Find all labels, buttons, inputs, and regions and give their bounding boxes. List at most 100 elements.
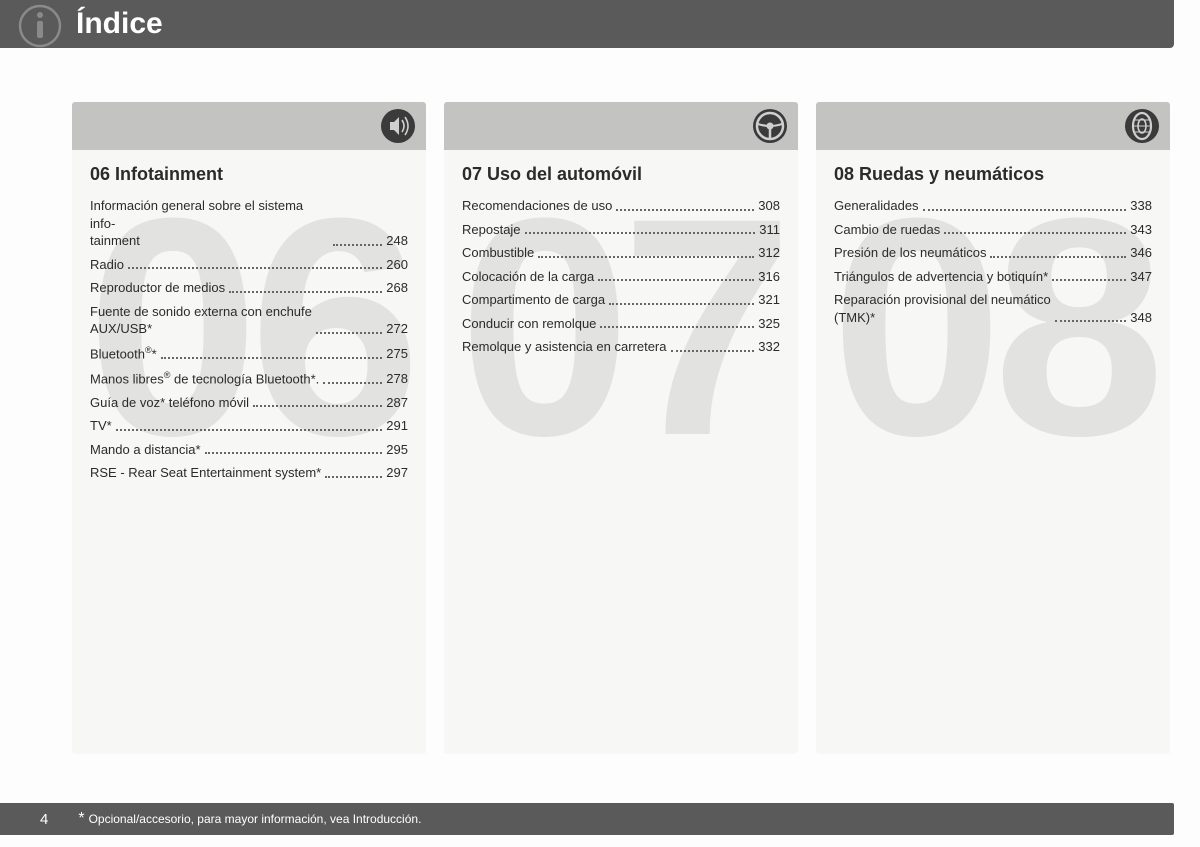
- toc-label: Bluetooth®*: [90, 344, 157, 363]
- toc-dots: [609, 303, 754, 305]
- toc-page: 297: [386, 464, 408, 482]
- toc-row: Generalidades 338: [834, 197, 1152, 215]
- toc-row: Remolque y asistencia en carretera 332: [462, 338, 780, 356]
- toc-list-08: Generalidades 338 Cambio de ruedas 343 Presi…: [834, 197, 1152, 326]
- column-06: 06 06 Infotainment Información general s…: [72, 102, 426, 754]
- toc-dots: [616, 209, 754, 211]
- speaker-icon: [380, 108, 416, 144]
- toc-dots: [205, 452, 383, 454]
- toc-label: Triángulos de advertencia y botiquín*: [834, 268, 1048, 286]
- footer-star: *: [78, 810, 84, 828]
- toc-page: 312: [758, 244, 780, 262]
- toc-page: 260: [386, 256, 408, 274]
- footer-note: Opcional/accesorio, para mayor informaci…: [89, 812, 422, 826]
- toc-label: Conducir con remolque: [462, 315, 596, 333]
- toc-label: RSE - Rear Seat Entertainment system*: [90, 464, 321, 482]
- toc-row: Reparación provisional del neumático(TMK…: [834, 291, 1152, 326]
- toc-page: 343: [1130, 221, 1152, 239]
- toc-dots: [990, 256, 1126, 258]
- toc-dots: [598, 279, 754, 281]
- toc-page: 272: [386, 320, 408, 338]
- toc-row: Guía de voz* teléfono móvil 287: [90, 394, 408, 412]
- toc-label: Compartimento de carga: [462, 291, 605, 309]
- toc-label: Reproductor de medios: [90, 279, 225, 297]
- column-header-06: [72, 102, 426, 150]
- toc-dots: [538, 256, 754, 258]
- toc-row: Reproductor de medios 268: [90, 279, 408, 297]
- column-header-07: [444, 102, 798, 150]
- toc-label: Reparación provisional del neumático(TMK…: [834, 291, 1051, 326]
- toc-label: Manos libres® de tecnología Bluetooth*.: [90, 369, 319, 388]
- column-08: 08 08 Ruedas y neumáticos Generalidades3…: [816, 102, 1170, 754]
- toc-row: Manos libres® de tecnología Bluetooth*.2…: [90, 369, 408, 388]
- toc-label: Mando a distancia*: [90, 441, 201, 459]
- toc-label: Cambio de ruedas: [834, 221, 940, 239]
- toc-label: Recomendaciones de uso: [462, 197, 612, 215]
- toc-row: Información general sobre el sistema inf…: [90, 197, 408, 250]
- toc-label: Presión de los neumáticos: [834, 244, 986, 262]
- toc-label: Combustible: [462, 244, 534, 262]
- chapter-title-08: 08 Ruedas y neumáticos: [834, 164, 1152, 185]
- page-title: Índice: [76, 7, 163, 41]
- toc-page: 348: [1130, 309, 1152, 327]
- toc-row: Fuente de sonido externa con enchufeAUX/…: [90, 303, 408, 338]
- toc-row: Presión de los neumáticos346: [834, 244, 1152, 262]
- toc-page: 325: [758, 315, 780, 333]
- columns-container: 06 06 Infotainment Información general s…: [0, 48, 1200, 754]
- toc-row: Recomendaciones de uso 308: [462, 197, 780, 215]
- footer-page-number: 4: [40, 811, 48, 828]
- toc-page: 316: [758, 268, 780, 286]
- toc-page: 311: [759, 221, 780, 239]
- footer-bar: 4 * Opcional/accesorio, para mayor infor…: [0, 803, 1174, 835]
- toc-row: Mando a distancia*295: [90, 441, 408, 459]
- toc-row: Cambio de ruedas 343: [834, 221, 1152, 239]
- toc-page: 308: [758, 197, 780, 215]
- toc-label: TV*: [90, 417, 112, 435]
- toc-dots: [671, 350, 755, 352]
- toc-page: 248: [386, 232, 408, 250]
- toc-page: 332: [758, 338, 780, 356]
- toc-page: 287: [386, 394, 408, 412]
- toc-row: TV*291: [90, 417, 408, 435]
- toc-row: Bluetooth®* 275: [90, 344, 408, 363]
- column-content-08: 08 Ruedas y neumáticos Generalidades 338 C…: [816, 150, 1170, 326]
- toc-row: RSE - Rear Seat Entertainment system* 297: [90, 464, 408, 482]
- toc-row: Conducir con remolque 325: [462, 315, 780, 333]
- toc-label: Fuente de sonido externa con enchufeAUX/…: [90, 303, 312, 338]
- toc-label: Colocación de la carga: [462, 268, 594, 286]
- toc-dots: [253, 405, 382, 407]
- toc-dots: [161, 357, 383, 359]
- toc-page: 347: [1130, 268, 1152, 286]
- toc-label: Radio: [90, 256, 124, 274]
- toc-dots: [316, 332, 382, 334]
- toc-dots: [323, 382, 382, 384]
- toc-dots: [944, 232, 1126, 234]
- info-icon: [18, 4, 62, 48]
- toc-dots: [229, 291, 382, 293]
- toc-label: Guía de voz* teléfono móvil: [90, 394, 249, 412]
- toc-dots: [1052, 279, 1126, 281]
- toc-label: Remolque y asistencia en carretera: [462, 338, 667, 356]
- column-content-06: 06 Infotainment Información general sobr…: [72, 150, 426, 482]
- chapter-title-07: 07 Uso del automóvil: [462, 164, 780, 185]
- toc-dots: [128, 267, 382, 269]
- toc-row: Compartimento de carga 321: [462, 291, 780, 309]
- toc-dots: [600, 326, 754, 328]
- toc-page: 275: [386, 345, 408, 363]
- toc-dots: [923, 209, 1127, 211]
- toc-list-06: Información general sobre el sistema inf…: [90, 197, 408, 482]
- chapter-title-06: 06 Infotainment: [90, 164, 408, 185]
- toc-label: Generalidades: [834, 197, 919, 215]
- column-content-07: 07 Uso del automóvil Recomendaciones de …: [444, 150, 798, 356]
- toc-dots: [1055, 320, 1127, 322]
- toc-page: 338: [1130, 197, 1152, 215]
- toc-page: 321: [758, 291, 780, 309]
- header-bar: Índice: [0, 0, 1174, 48]
- toc-dots: [525, 232, 756, 234]
- toc-label: Repostaje: [462, 221, 521, 239]
- toc-row: Triángulos de advertencia y botiquín* 347: [834, 268, 1152, 286]
- toc-page: 268: [386, 279, 408, 297]
- toc-dots: [333, 244, 383, 246]
- toc-label: Información general sobre el sistema inf…: [90, 197, 329, 250]
- tire-icon: [1124, 108, 1160, 144]
